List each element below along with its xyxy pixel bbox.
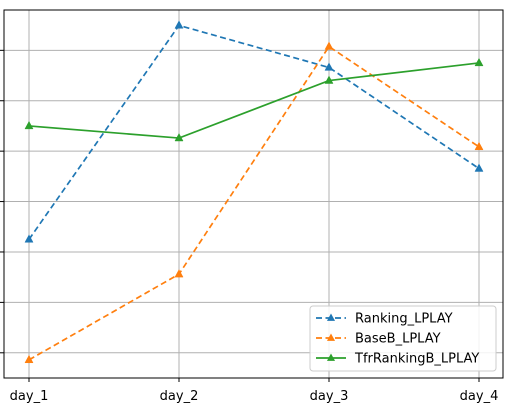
data-point-TfrRankingB_LPLAY-day_4 — [474, 57, 484, 67]
series-line-BaseB_LPLAY — [28, 45, 480, 361]
legend-label: Ranking_LPLAY — [355, 312, 453, 327]
data-point-Ranking_LPLAY-day_2 — [174, 20, 184, 29]
x-tick-label: day_3 — [310, 389, 349, 404]
legend-label: BaseB_LPLAY — [355, 332, 441, 347]
legend-label: TfrRankingB_LPLAY — [354, 352, 479, 367]
legend-swatch-marker — [326, 313, 336, 321]
x-tick-label: day_2 — [160, 389, 199, 404]
x-axis: day_1 day_2 day_3 day_4 — [10, 378, 499, 404]
plot-frame — [3, 9, 504, 379]
x-tick-label: day_4 — [460, 389, 499, 404]
data-point-Ranking_LPLAY-day_1 — [24, 234, 34, 243]
series-line-TfrRankingB_LPLAY — [28, 62, 480, 139]
y-ticks — [0, 49, 4, 354]
legend-box — [309, 305, 497, 372]
data-point-Ranking_LPLAY-day_3 — [324, 62, 334, 71]
data-point-TfrRankingB_LPLAY-day_1 — [24, 120, 34, 130]
data-point-BaseB_LPLAY-day_3 — [324, 41, 334, 50]
legend-swatch-marker — [326, 353, 336, 361]
legend-swatch-marker — [326, 333, 336, 341]
legend: Ranking_LPLAY BaseB_LPLAY TfrRankingB_LPLA… — [309, 305, 497, 372]
data-point-BaseB_LPLAY-day_4 — [474, 141, 484, 151]
data-point-Ranking_LPLAY-day_4 — [474, 163, 484, 172]
data-point-TfrRankingB_LPLAY-day_3 — [324, 75, 334, 84]
data-point-BaseB_LPLAY-day_2 — [174, 269, 184, 278]
series-line-Ranking_LPLAY — [28, 24, 480, 240]
data-point-TfrRankingB_LPLAY-day_2 — [174, 133, 184, 142]
x-tick-label: day_1 — [10, 389, 49, 404]
series-group — [24, 20, 484, 364]
data-point-BaseB_LPLAY-day_1 — [24, 354, 34, 364]
